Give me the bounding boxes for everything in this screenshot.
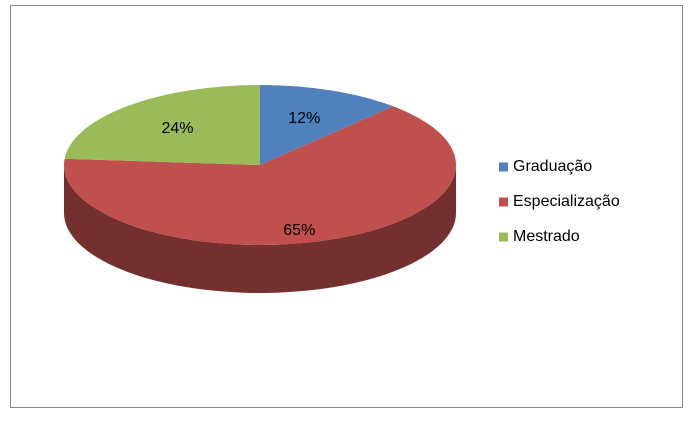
legend-swatch xyxy=(499,232,508,242)
legend-swatch xyxy=(499,197,508,207)
data-label: 12% xyxy=(288,110,320,127)
legend-swatch xyxy=(499,162,508,172)
slice xyxy=(64,85,260,165)
legend-label: Graduação xyxy=(513,158,592,175)
data-label: 24% xyxy=(161,120,193,137)
data-label: 65% xyxy=(283,222,315,239)
legend-label: Mestrado xyxy=(513,228,580,245)
legend-label: Especialização xyxy=(513,193,620,210)
slice-side xyxy=(64,165,456,293)
slice xyxy=(260,85,394,165)
slice xyxy=(64,106,457,246)
